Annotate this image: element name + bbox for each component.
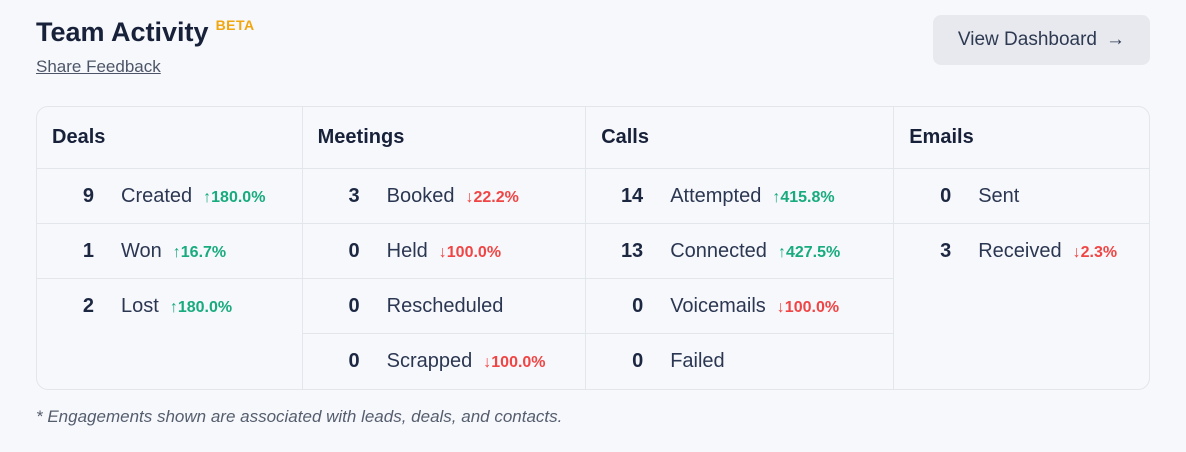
stat-delta: ↓2.3% [1073, 244, 1117, 262]
share-feedback-link[interactable]: Share Feedback [36, 57, 161, 76]
up-arrow-icon: ↑ [777, 244, 786, 261]
stat-count: 2 [82, 295, 94, 317]
stat-label: Failed [670, 350, 725, 372]
stat-delta-value: 22.2% [473, 189, 519, 206]
column-header-deals: Deals [37, 107, 302, 169]
stat-count: 9 [82, 185, 94, 207]
column-header-emails: Emails [894, 107, 1149, 169]
page-title: Team Activity [36, 17, 209, 47]
stat-label: Booked [386, 185, 455, 207]
team-activity-table: Deals 9 Created ↑180.0% 1 Won ↑16.7% 2 Lost ↑180.… [36, 106, 1150, 390]
stat-count: 3 [348, 185, 360, 207]
column-header-meetings: Meetings [302, 107, 586, 169]
stat-row-connected: 13 Connected ↑427.5% [586, 224, 894, 279]
stat-label: Lost [121, 295, 159, 317]
stat-label: Received [978, 240, 1062, 262]
stat-delta-value: 100.0% [784, 299, 840, 316]
stat-delta-value: 2.3% [1080, 244, 1118, 261]
stat-delta: ↑180.0% [203, 189, 265, 207]
stat-count: 0 [348, 295, 360, 317]
column-emails: Emails 0 Sent 3 Received ↓2.3% [893, 107, 1149, 389]
stat-delta: ↑427.5% [778, 244, 840, 262]
stat-delta-value: 180.0% [211, 189, 266, 206]
stat-label: Sent [978, 185, 1020, 207]
stat-count: 1 [82, 240, 94, 262]
stat-delta: ↑180.0% [170, 299, 232, 317]
stat-count: 14 [620, 185, 644, 207]
column-deals: Deals 9 Created ↑180.0% 1 Won ↑16.7% 2 Lost ↑180.… [37, 107, 302, 389]
stat-delta: ↑415.8% [772, 189, 834, 207]
stat-row-booked: 3 Booked ↓22.2% [302, 169, 586, 224]
stat-delta: ↑16.7% [173, 244, 226, 262]
stat-delta-value: 100.0% [491, 354, 546, 371]
stat-row-held: 0 Held ↓100.0% [302, 224, 586, 279]
down-arrow-icon: ↓ [776, 299, 785, 316]
stat-delta: ↓100.0% [777, 299, 839, 317]
stat-row-voicemails: 0 Voicemails ↓100.0% [586, 279, 894, 334]
stat-delta-value: 415.8% [780, 189, 835, 206]
stat-count: 0 [940, 185, 952, 207]
stat-label: Held [386, 240, 428, 262]
column-meetings: Meetings 3 Booked ↓22.2% 0 Held ↓100.0% 0 Resche… [301, 107, 586, 389]
column-header-calls: Calls [586, 107, 894, 169]
stat-label: Connected [670, 240, 767, 262]
stat-delta-value: 180.0% [177, 299, 233, 316]
widget-header: Team Activity BETA Share Feedback View Da… [36, 0, 1150, 77]
stat-count: 13 [620, 240, 644, 262]
stat-row-failed: 0 Failed [586, 334, 893, 389]
stat-count: 0 [632, 350, 644, 372]
down-arrow-icon: ↓ [483, 354, 492, 371]
stat-row-sent: 0 Sent [894, 169, 1149, 224]
up-arrow-icon: ↑ [169, 299, 178, 316]
stat-label: Rescheduled [386, 295, 504, 317]
down-arrow-icon: ↓ [1072, 244, 1081, 261]
up-arrow-icon: ↑ [203, 189, 212, 206]
stat-row-attempted: 14 Attempted ↑415.8% [586, 169, 894, 224]
stat-label: Attempted [670, 185, 762, 207]
stat-row-created: 9 Created ↑180.0% [37, 169, 302, 224]
stat-count: 0 [632, 295, 644, 317]
column-calls: Calls 14 Attempted ↑415.8% 13 Connected ↑427.5… [585, 107, 894, 389]
stat-label: Created [121, 185, 193, 207]
stat-delta-value: 16.7% [180, 244, 227, 261]
team-activity-widget: Team Activity BETA Share Feedback View Da… [36, 0, 1150, 426]
up-arrow-icon: ↑ [172, 244, 181, 261]
down-arrow-icon: ↓ [438, 244, 447, 261]
stat-delta: ↓22.2% [465, 189, 518, 207]
stat-delta-value: 100.0% [446, 244, 502, 261]
view-dashboard-label: View Dashboard [957, 29, 1097, 50]
stat-delta-value: 427.5% [785, 244, 841, 261]
stat-delta: ↓100.0% [483, 354, 545, 372]
down-arrow-icon: ↓ [465, 189, 474, 206]
view-dashboard-button[interactable]: View Dashboard → [932, 15, 1150, 65]
stat-count: 0 [348, 240, 360, 262]
stat-row-received: 3 Received ↓2.3% [894, 224, 1149, 279]
stat-row-lost: 2 Lost ↑180.0% [37, 279, 302, 334]
stat-count: 0 [348, 350, 360, 372]
stat-row-scrapped: 0 Scrapped ↓100.0% [303, 334, 586, 389]
stat-label: Won [121, 240, 162, 262]
stat-label: Scrapped [386, 350, 473, 372]
right-arrow-icon: → [1106, 29, 1125, 50]
engagements-footnote: * Engagements shown are associated with … [36, 407, 563, 426]
stat-delta: ↓100.0% [439, 244, 501, 262]
stat-row-rescheduled: 0 Rescheduled [302, 279, 586, 334]
stat-count: 3 [940, 240, 952, 262]
stat-row-won: 1 Won ↑16.7% [37, 224, 302, 279]
title-block: Team Activity BETA Share Feedback [36, 14, 255, 77]
beta-badge: BETA [215, 17, 255, 33]
stat-label: Voicemails [670, 295, 766, 317]
up-arrow-icon: ↑ [772, 189, 781, 206]
